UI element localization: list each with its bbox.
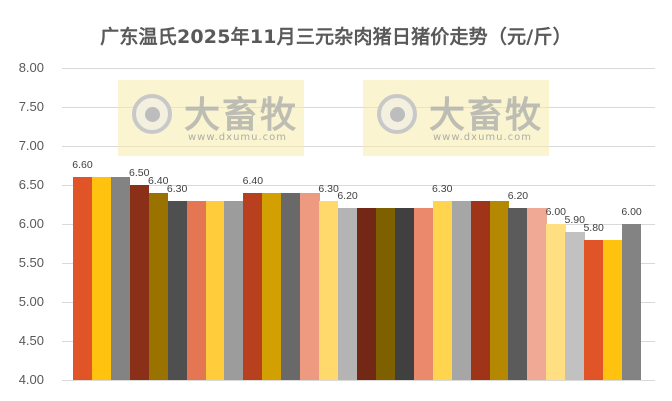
data-label: 6.60	[72, 159, 93, 172]
data-label: 6.20	[337, 190, 358, 203]
watermark: 大畜牧 www.dxumu.com	[118, 80, 304, 156]
y-axis-tick-label: 6.00	[18, 216, 44, 231]
watermark-brand: 大畜牧	[429, 95, 544, 136]
watermark-url: www.dxumu.com	[188, 132, 288, 143]
bar-day-23	[489, 200, 509, 380]
bar-day-19	[413, 208, 434, 380]
watermark-brand: 大畜牧	[184, 95, 299, 136]
data-label: 6.30	[318, 182, 339, 195]
gridline	[62, 68, 655, 69]
y-axis-tick-label: 7.50	[18, 99, 44, 114]
bar-day-5	[148, 192, 169, 380]
data-label: 6.50	[129, 167, 150, 179]
bar-day-28	[584, 239, 604, 380]
bar-day-13	[300, 192, 320, 380]
bar-day-17	[375, 208, 396, 380]
bar-day-21	[451, 200, 471, 380]
y-axis-tick-label: 4.00	[18, 372, 44, 387]
bar-day-11	[262, 192, 282, 380]
gridline	[62, 185, 655, 186]
watermark-logo-icon	[132, 94, 172, 134]
bar-day-12	[281, 192, 301, 380]
data-label: 5.90	[564, 213, 585, 226]
data-label: 6.30	[431, 182, 453, 195]
watermark: 大畜牧 www.dxumu.com	[363, 80, 549, 156]
data-label: 6.30	[166, 182, 188, 195]
bar-day-9	[224, 200, 244, 380]
bar-day-4	[129, 185, 150, 380]
data-label: 6.40	[242, 174, 264, 187]
data-label: 6.00	[621, 206, 642, 218]
data-label: 5.80	[583, 221, 604, 234]
y-axis-tick-label: 5.50	[18, 255, 44, 270]
gridline	[62, 107, 655, 108]
bar-day-22	[470, 200, 490, 380]
y-axis-tick-label: 8.00	[18, 60, 44, 75]
bar-day-15	[338, 208, 358, 380]
data-label: 6.20	[507, 190, 529, 203]
bar-day-24	[508, 208, 528, 380]
bar-day-29	[603, 239, 623, 380]
bar-day-30	[622, 224, 642, 380]
bar-day-27	[565, 231, 585, 380]
y-axis-tick-label: 5.00	[18, 294, 44, 309]
bar-day-2	[91, 177, 112, 380]
bar-day-20	[432, 200, 453, 380]
y-axis-tick-label: 4.50	[18, 333, 44, 348]
bar-day-6	[167, 200, 187, 380]
chart-title: 广东温氏2025年11月三元杂肉猪日猪价走势（元/斤）	[100, 26, 572, 48]
bar-day-14	[319, 200, 339, 380]
bar-day-3	[110, 177, 131, 380]
gridline	[62, 146, 655, 147]
y-axis-tick-label: 7.00	[18, 138, 44, 153]
gridline	[62, 380, 655, 381]
bar-day-8	[205, 200, 225, 380]
bar-day-18	[394, 208, 415, 380]
bar-day-1	[73, 177, 93, 380]
data-label: 6.00	[545, 206, 567, 218]
data-label: 6.40	[147, 174, 169, 187]
y-axis-tick-label: 6.50	[18, 177, 44, 192]
bar-day-7	[186, 200, 206, 380]
watermark-logo-icon	[377, 94, 417, 134]
bar-day-10	[243, 192, 263, 380]
bar-day-16	[357, 208, 377, 380]
bar-day-25	[527, 208, 547, 380]
watermark-url: www.dxumu.com	[433, 132, 533, 143]
bar-day-26	[546, 224, 566, 380]
